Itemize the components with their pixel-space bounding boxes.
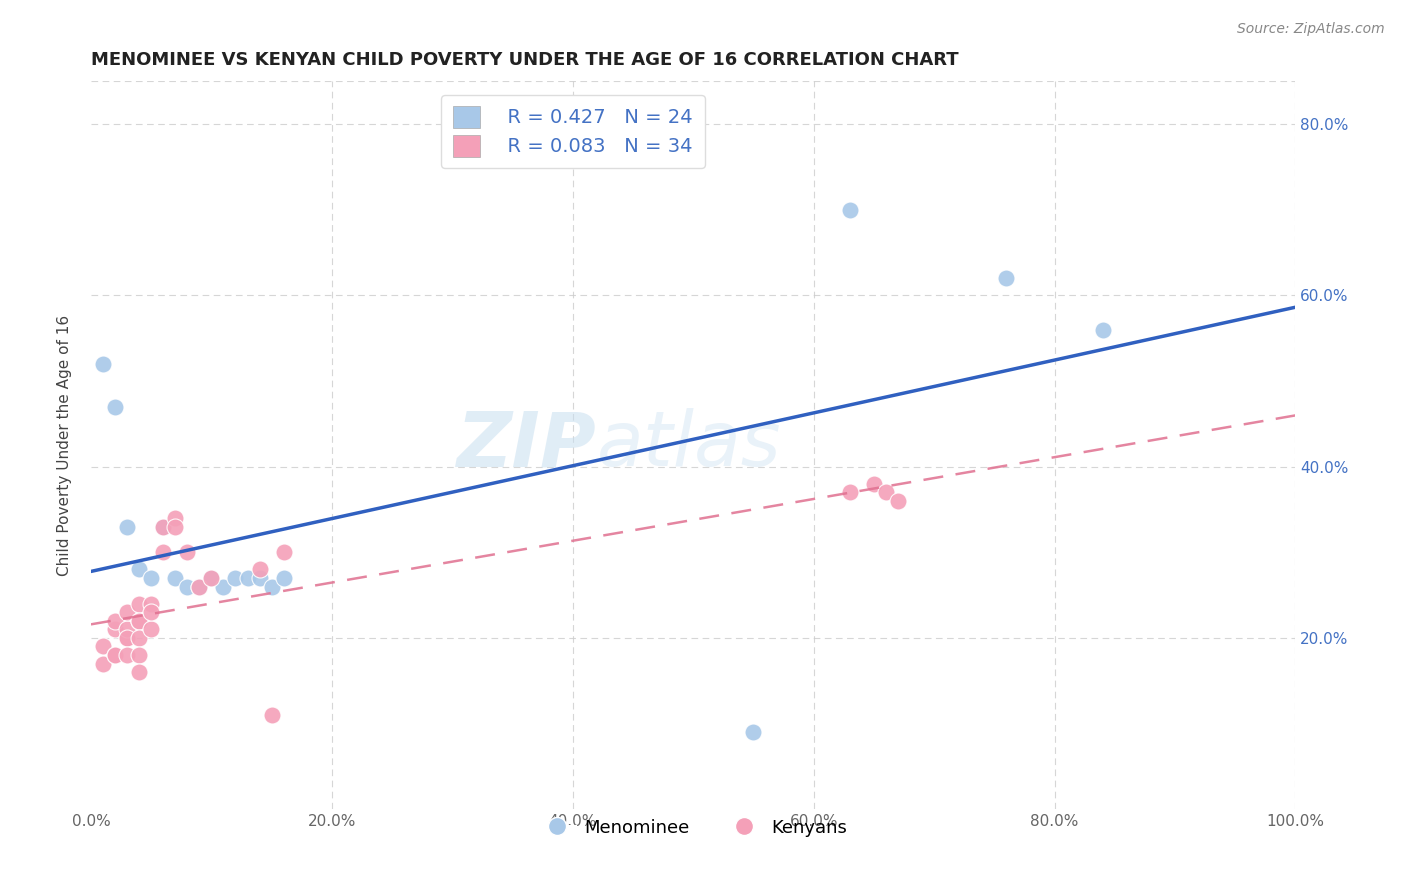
Kenyans <box>115 623 138 637</box>
Menominee <box>188 580 211 594</box>
Kenyans <box>863 476 886 491</box>
Menominee <box>273 571 295 585</box>
Menominee <box>742 725 765 739</box>
Kenyans <box>152 519 174 533</box>
Menominee <box>224 571 246 585</box>
Y-axis label: Child Poverty Under the Age of 16: Child Poverty Under the Age of 16 <box>58 315 72 576</box>
Menominee <box>128 562 150 576</box>
Kenyans <box>188 580 211 594</box>
Kenyans <box>176 545 198 559</box>
Kenyans <box>260 708 283 723</box>
Legend: Menominee, Kenyans: Menominee, Kenyans <box>533 812 855 844</box>
Text: ZIP: ZIP <box>457 409 596 483</box>
Kenyans <box>128 665 150 680</box>
Kenyans <box>115 631 138 645</box>
Menominee <box>176 580 198 594</box>
Kenyans <box>104 648 127 662</box>
Kenyans <box>115 605 138 619</box>
Kenyans <box>141 605 163 619</box>
Kenyans <box>91 657 114 671</box>
Menominee <box>236 571 259 585</box>
Menominee <box>165 571 187 585</box>
Kenyans <box>152 545 174 559</box>
Menominee <box>91 357 114 371</box>
Menominee <box>260 580 283 594</box>
Menominee <box>838 202 860 217</box>
Kenyans <box>887 494 910 508</box>
Kenyans <box>128 648 150 662</box>
Kenyans <box>104 623 127 637</box>
Kenyans <box>141 623 163 637</box>
Text: atlas: atlas <box>596 409 782 483</box>
Kenyans <box>165 511 187 525</box>
Kenyans <box>104 648 127 662</box>
Menominee <box>1091 323 1114 337</box>
Kenyans <box>115 648 138 662</box>
Kenyans <box>104 614 127 628</box>
Kenyans <box>128 614 150 628</box>
Kenyans <box>200 571 222 585</box>
Kenyans <box>91 640 114 654</box>
Kenyans <box>273 545 295 559</box>
Kenyans <box>165 519 187 533</box>
Kenyans <box>115 631 138 645</box>
Menominee <box>212 580 235 594</box>
Text: Source: ZipAtlas.com: Source: ZipAtlas.com <box>1237 22 1385 37</box>
Kenyans <box>875 485 897 500</box>
Kenyans <box>128 631 150 645</box>
Menominee <box>152 519 174 533</box>
Kenyans <box>838 485 860 500</box>
Text: MENOMINEE VS KENYAN CHILD POVERTY UNDER THE AGE OF 16 CORRELATION CHART: MENOMINEE VS KENYAN CHILD POVERTY UNDER … <box>91 51 959 69</box>
Menominee <box>115 519 138 533</box>
Menominee <box>141 571 163 585</box>
Kenyans <box>249 562 271 576</box>
Kenyans <box>141 597 163 611</box>
Kenyans <box>128 597 150 611</box>
Menominee <box>104 400 127 414</box>
Menominee <box>249 571 271 585</box>
Menominee <box>200 571 222 585</box>
Kenyans <box>128 614 150 628</box>
Menominee <box>995 271 1018 285</box>
